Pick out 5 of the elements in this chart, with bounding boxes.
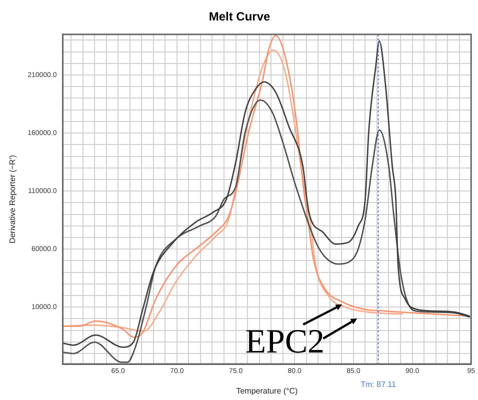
annotation: EPC2 (245, 323, 325, 360)
y-axis-title: Derivative Reporter (−R') (8, 154, 18, 244)
ref-line-label: Tm: 87.11 (360, 380, 397, 390)
x-axis-title: Temperature (°C) (236, 386, 298, 396)
chart-title: Melt Curve (208, 10, 270, 24)
